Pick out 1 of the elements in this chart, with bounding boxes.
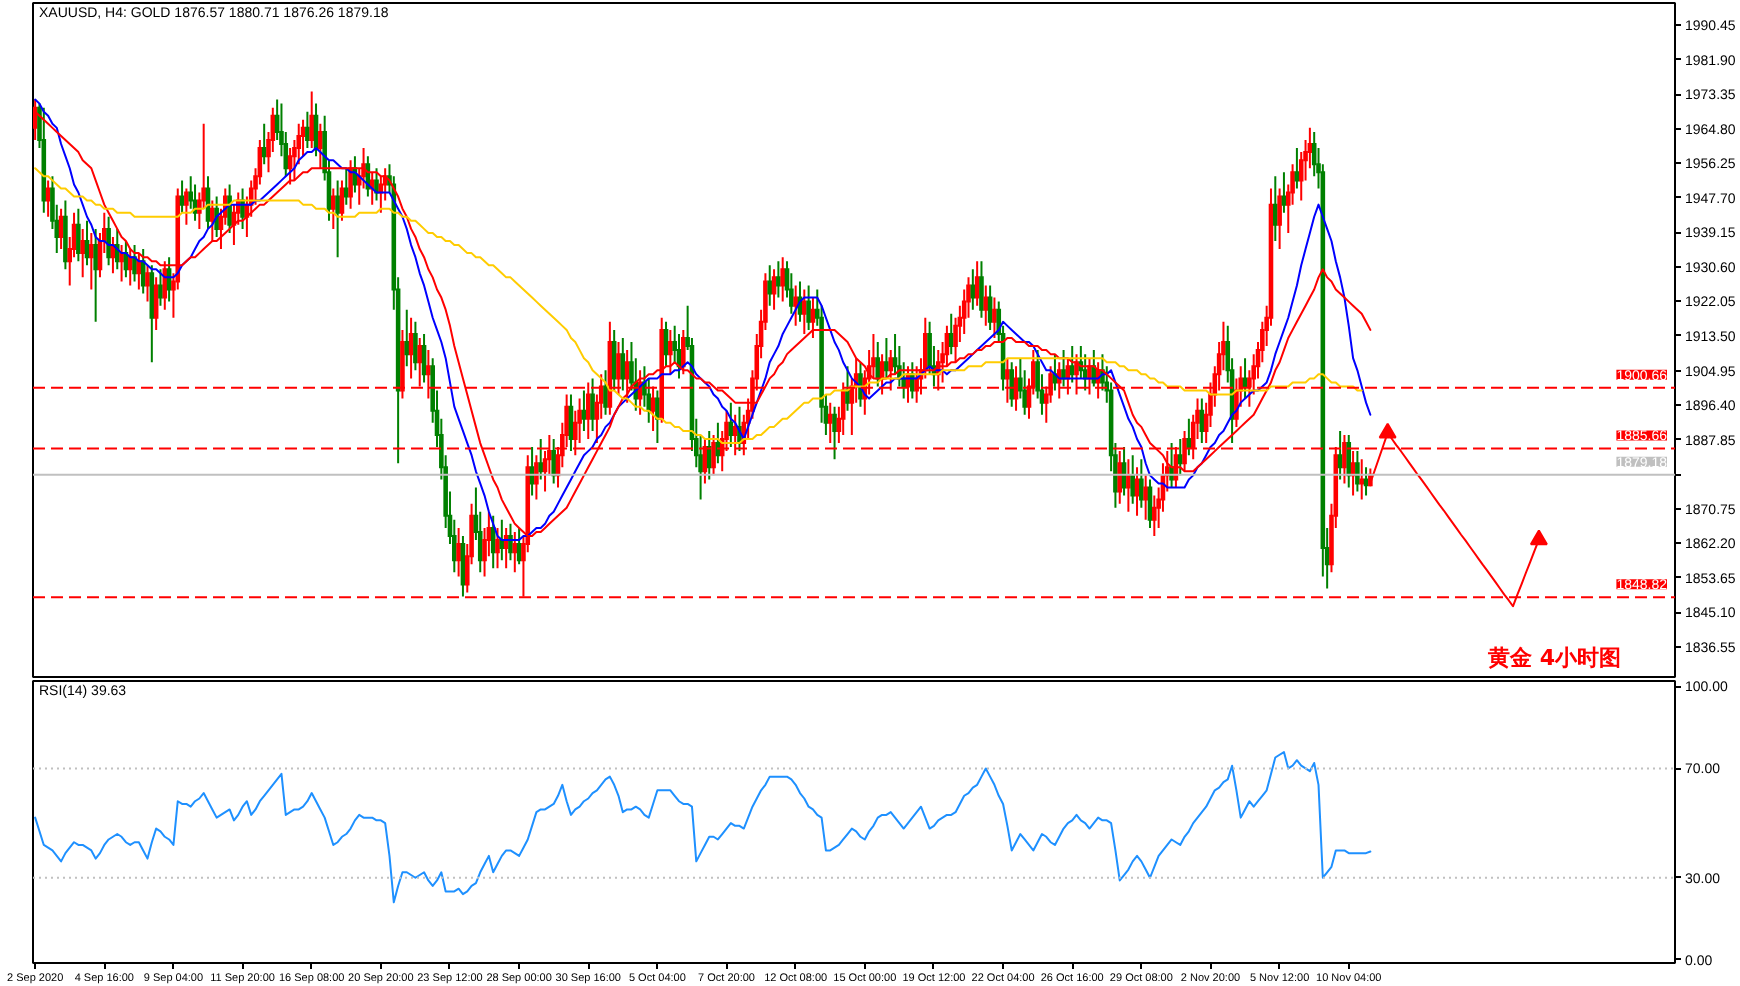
annotation: 黄金 4小时图 — [1486, 645, 1621, 671]
